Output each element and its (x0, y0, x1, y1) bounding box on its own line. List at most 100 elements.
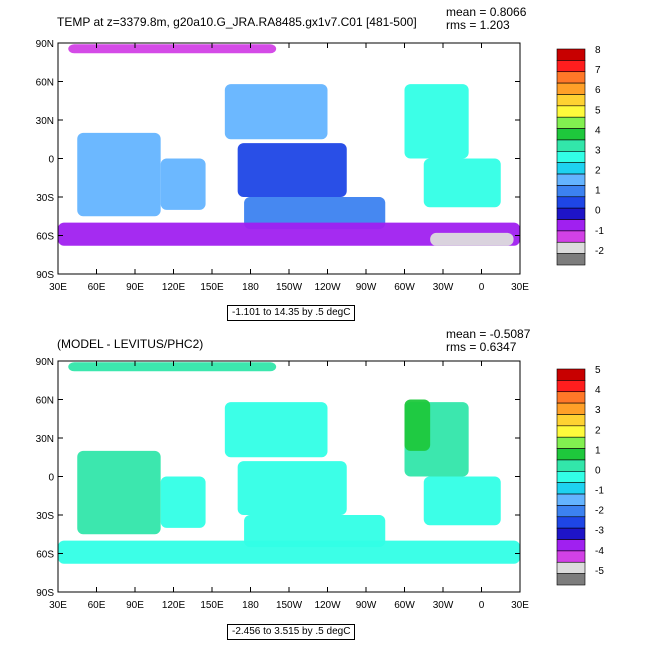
colorbar-box (556, 94, 586, 107)
colorbar-box (556, 230, 586, 243)
colorbar-label: 7 (595, 65, 601, 76)
chart-panel-top: TEMP at z=3379.8m, g20a10.G_JRA.RA8485.g… (0, 0, 647, 322)
colorbar-label: 5 (595, 365, 601, 376)
map-region-labrador (404, 399, 431, 451)
map-region-weddell (430, 232, 514, 246)
colorbar-box (556, 516, 586, 529)
y-tick-label: 60S (36, 232, 54, 243)
colorbar-box (556, 151, 586, 163)
colorbar-box (556, 561, 586, 574)
colorbar-box (556, 196, 586, 209)
x-tick-label: 90W (356, 282, 377, 293)
colorbar-box (556, 471, 586, 483)
y-tick-label: 0 (48, 155, 54, 166)
x-tick-label: 30W (433, 282, 454, 293)
colorbar-box (556, 241, 586, 254)
x-tick-label: 180 (242, 282, 259, 293)
colorbar-label: 3 (595, 145, 601, 156)
map-region-southern-ocean (58, 222, 520, 246)
map-region-equatorial-pacific (237, 461, 347, 515)
rms-label: rms = 1.203 (446, 18, 510, 32)
colorbar-box (556, 60, 586, 73)
colorbar-box (556, 493, 586, 506)
colorbar-box (556, 459, 586, 472)
colorbar-box (556, 482, 586, 495)
colorbar-box (556, 402, 586, 415)
colorbar-box (556, 71, 586, 84)
map-region-south-atlantic (423, 476, 501, 526)
colorbar-box (556, 82, 586, 95)
mean-label: mean = 0.8066 (446, 5, 527, 19)
colorbar-label: 4 (595, 125, 601, 136)
colorbar-label: 0 (595, 206, 601, 217)
colorbar-label: 4 (595, 385, 601, 396)
map-region-indian-ocean (77, 450, 161, 535)
colorbar-label: 1 (595, 445, 601, 456)
map-region-southern-ocean (58, 540, 520, 564)
colorbar-box (556, 105, 586, 118)
chart-title: (MODEL - LEVITUS/PHC2) (57, 337, 204, 351)
map-plot: 30E 60E 90E 120E 150E 180 150W 120W 90W 60W 30W 0 30… (36, 357, 605, 611)
colorbar-box (556, 253, 586, 266)
colorbar-box (556, 573, 586, 586)
colorbar-box (556, 162, 586, 175)
x-tick-label: 180 (242, 600, 259, 611)
map-region-arctic (68, 362, 277, 372)
chart-title: TEMP at z=3379.8m, g20a10.G_JRA.RA8485.g… (57, 15, 417, 29)
colorbar-box (556, 219, 586, 232)
colorbar-box (556, 173, 586, 186)
map-region-arctic (68, 44, 277, 54)
colorbar-label: 6 (595, 85, 601, 96)
x-tick-label: 120E (162, 282, 186, 293)
x-tick-label: 60E (88, 600, 106, 611)
x-tick-label: 150E (200, 600, 224, 611)
y-tick-label: 30S (36, 193, 54, 204)
x-tick-label: 60E (88, 282, 106, 293)
y-tick-label: 90N (36, 39, 54, 50)
colorbar-label: -1 (595, 486, 604, 497)
colorbar-box (556, 116, 586, 129)
x-tick-label: 0 (479, 600, 485, 611)
x-tick-label: 150W (276, 600, 303, 611)
map-region-north-atlantic (404, 84, 469, 159)
map-region-east-indian-ocean (160, 158, 206, 210)
colorbar-label: -2 (595, 506, 604, 517)
y-tick-label: 60S (36, 550, 54, 561)
colorbar-box (556, 550, 586, 563)
x-tick-label: 90E (126, 282, 144, 293)
colorbar-box (556, 48, 586, 61)
map-region-equatorial-pacific (237, 143, 347, 197)
x-tick-label: 60W (394, 282, 415, 293)
map-plot: 30E 60E 90E 120E 150E 180 150W 120W 90W 60W 30W 0 30… (36, 39, 605, 293)
y-tick-label: 90S (36, 270, 54, 281)
colorbar-box (556, 505, 586, 518)
map-region-south-pacific (244, 515, 386, 548)
range-label: -1.101 to 14.35 by .5 degC (227, 305, 356, 321)
colorbar-box (556, 185, 586, 198)
map-region-north-pacific (224, 84, 328, 140)
colorbar-box (556, 448, 586, 461)
x-tick-label: 30E (511, 282, 529, 293)
colorbar-label: -3 (595, 526, 604, 537)
y-tick-label: 30S (36, 511, 54, 522)
colorbar-label: 2 (595, 166, 601, 177)
y-tick-label: 30N (36, 434, 54, 445)
colorbar-box (556, 128, 586, 141)
colorbar-box (556, 391, 586, 404)
colorbar-label: 3 (595, 405, 601, 416)
colorbar-box (556, 539, 586, 552)
mean-label: mean = -0.5087 (446, 327, 531, 341)
x-tick-label: 30E (49, 600, 67, 611)
colorbar-label: 1 (595, 186, 601, 197)
colorbar-label: -1 (595, 226, 604, 237)
colorbar-box (556, 139, 586, 152)
colorbar-label: 0 (595, 465, 601, 476)
y-tick-label: 90N (36, 357, 54, 368)
x-tick-label: 120E (162, 600, 186, 611)
x-tick-label: 30W (433, 600, 454, 611)
colorbar-label: -4 (595, 546, 604, 557)
colorbar-label: 2 (595, 425, 601, 436)
colorbar-label: 8 (595, 45, 601, 56)
x-tick-label: 150E (200, 282, 224, 293)
x-tick-label: 90E (126, 600, 144, 611)
